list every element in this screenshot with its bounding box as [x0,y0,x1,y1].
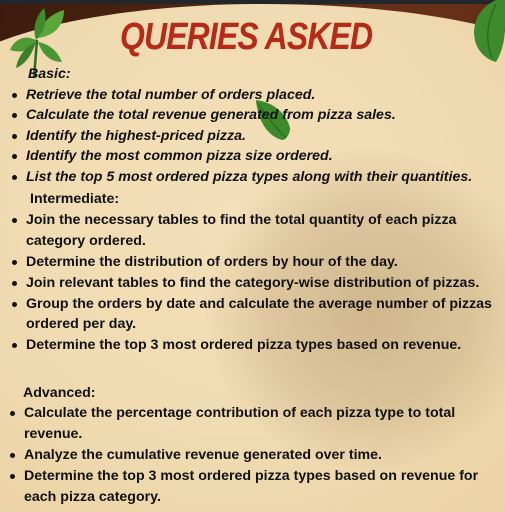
pizza-shadow [205,150,505,470]
list-item: Analyze the cumulative revenue generated… [7,445,501,466]
list-item: Determine the top 3 most ordered pizza t… [9,335,503,356]
intermediate-heading: Intermediate: [30,191,120,207]
leaf-icon [256,100,290,140]
intermediate-list: Join the necessary tables to find the to… [9,210,503,356]
basic-heading: Basic: [28,66,71,82]
list-item: Join relevant tables to find the categor… [9,273,503,294]
list-item: List the top 5 most ordered pizza types … [9,167,505,187]
top-edge-bar [0,0,505,4]
list-item: Retrieve the total number of orders plac… [9,85,505,105]
leaf-icon [474,0,505,62]
page-title: QUERIES ASKED [120,16,373,58]
basic-list: Retrieve the total number of orders plac… [9,85,505,187]
list-item: Group the orders by date and calculate t… [9,294,503,335]
list-item: Identify the highest-priced pizza. [9,126,505,146]
advanced-list: Calculate the percentage contribution of… [7,403,501,508]
list-item: Calculate the total revenue generated fr… [9,105,505,125]
paper-sheet [0,4,505,512]
list-item: Join the necessary tables to find the to… [9,210,503,251]
list-item: Identify the most common pizza size orde… [9,146,505,166]
list-item: Calculate the percentage contribution of… [7,403,501,444]
list-item: Determine the distribution of orders by … [9,252,503,273]
list-item: Determine the top 3 most ordered pizza t… [7,466,501,507]
advanced-heading: Advanced: [23,385,96,401]
basil-leaf-icon [10,8,64,79]
